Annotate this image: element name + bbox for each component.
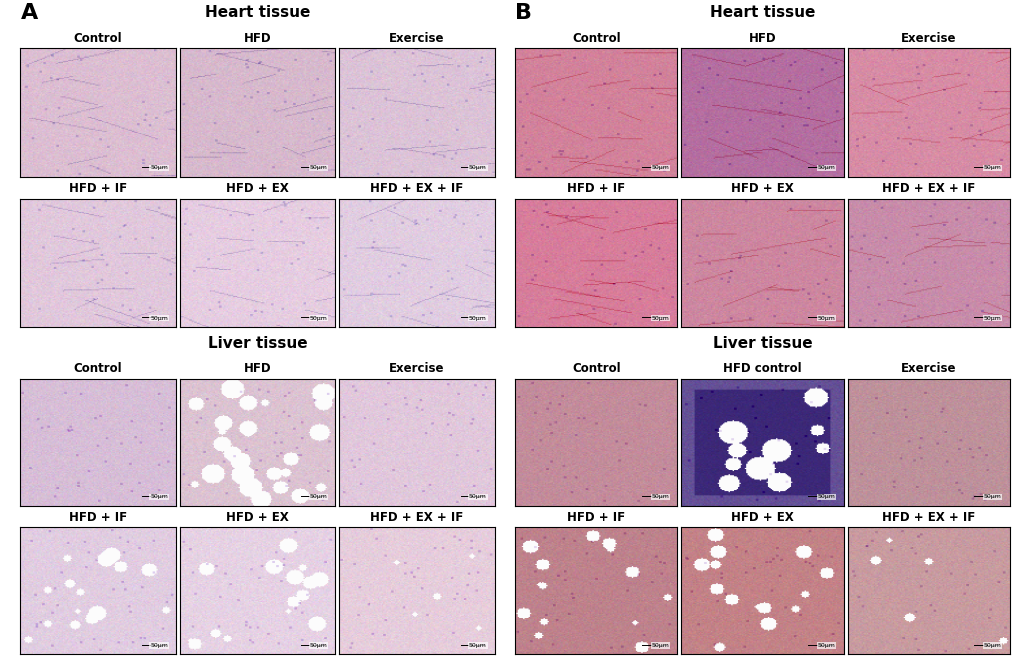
Text: HFD + IF: HFD + IF	[69, 182, 127, 195]
Text: HFD + EX: HFD + EX	[731, 182, 793, 195]
Text: Exercise: Exercise	[389, 362, 444, 375]
Text: 50μm: 50μm	[983, 316, 1001, 321]
Text: B: B	[515, 3, 532, 23]
Text: Control: Control	[73, 32, 122, 45]
Text: HFD + EX + IF: HFD + EX + IF	[881, 182, 974, 195]
Text: 50μm: 50μm	[469, 643, 486, 648]
Text: Control: Control	[572, 32, 620, 45]
Text: Exercise: Exercise	[900, 32, 956, 45]
Text: 50μm: 50μm	[150, 494, 168, 499]
Text: 50μm: 50μm	[817, 643, 835, 648]
Text: 50μm: 50μm	[983, 165, 1001, 171]
Text: HFD + EX + IF: HFD + EX + IF	[370, 511, 464, 524]
Text: 50μm: 50μm	[150, 165, 168, 171]
Text: 50μm: 50μm	[310, 316, 327, 321]
Text: 50μm: 50μm	[310, 165, 327, 171]
Text: HFD: HFD	[748, 32, 775, 45]
Text: 50μm: 50μm	[469, 165, 486, 171]
Text: HFD + EX: HFD + EX	[226, 182, 288, 195]
Text: 50μm: 50μm	[310, 643, 327, 648]
Text: 50μm: 50μm	[651, 316, 668, 321]
Text: 50μm: 50μm	[150, 643, 168, 648]
Text: HFD + IF: HFD + IF	[567, 182, 625, 195]
Text: 50μm: 50μm	[817, 165, 835, 171]
Text: 50μm: 50μm	[651, 643, 668, 648]
Text: HFD + EX: HFD + EX	[731, 511, 793, 524]
Text: Liver tissue: Liver tissue	[208, 336, 307, 351]
Text: HFD + EX + IF: HFD + EX + IF	[370, 182, 464, 195]
Text: Exercise: Exercise	[900, 362, 956, 375]
Text: HFD: HFD	[244, 32, 271, 45]
Text: HFD: HFD	[244, 362, 271, 375]
Text: 50μm: 50μm	[817, 316, 835, 321]
Text: Exercise: Exercise	[389, 32, 444, 45]
Text: Control: Control	[73, 362, 122, 375]
Text: HFD + IF: HFD + IF	[69, 511, 127, 524]
Text: 50μm: 50μm	[983, 643, 1001, 648]
Text: Heart tissue: Heart tissue	[205, 5, 310, 20]
Text: HFD + IF: HFD + IF	[567, 511, 625, 524]
Text: 50μm: 50μm	[469, 494, 486, 499]
Text: 50μm: 50μm	[983, 494, 1001, 499]
Text: 50μm: 50μm	[310, 494, 327, 499]
Text: 50μm: 50μm	[817, 494, 835, 499]
Text: Liver tissue: Liver tissue	[712, 336, 811, 351]
Text: HFD + EX + IF: HFD + EX + IF	[881, 511, 974, 524]
Text: Control: Control	[572, 362, 620, 375]
Text: HFD + EX: HFD + EX	[226, 511, 288, 524]
Text: 50μm: 50μm	[469, 316, 486, 321]
Text: Heart tissue: Heart tissue	[709, 5, 814, 20]
Text: 50μm: 50μm	[651, 494, 668, 499]
Text: 50μm: 50μm	[651, 165, 668, 171]
Text: 50μm: 50μm	[150, 316, 168, 321]
Text: A: A	[20, 3, 38, 23]
Text: HFD control: HFD control	[722, 362, 801, 375]
